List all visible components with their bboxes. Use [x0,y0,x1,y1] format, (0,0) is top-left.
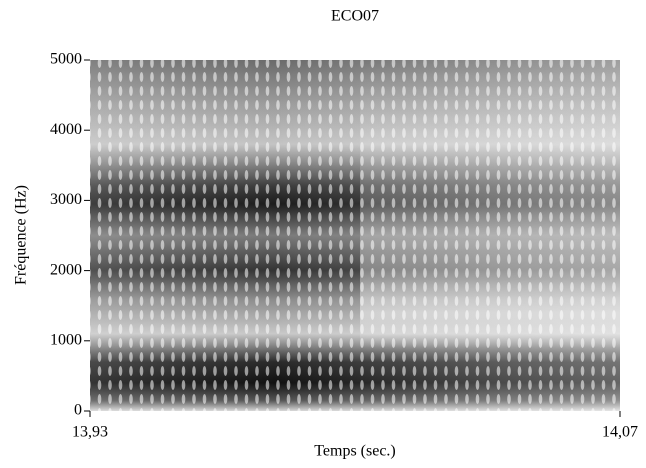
spectrogram-image [90,60,620,411]
y-tick-label: 3000 [50,191,82,208]
x-tick-label: 14,07 [602,424,638,441]
x-axis-label: Temps (sec.) [314,443,396,460]
x-tick-label: 13,93 [72,424,108,441]
y-tick-label: 0 [74,402,82,419]
chart-title: ECO07 [331,8,379,25]
y-tick-label: 1000 [50,331,82,348]
y-axis-label: Fréquence (Hz) [13,185,30,285]
y-tick-label: 2000 [50,261,82,278]
y-tick-label: 4000 [50,121,82,138]
y-tick-label: 5000 [50,51,82,68]
